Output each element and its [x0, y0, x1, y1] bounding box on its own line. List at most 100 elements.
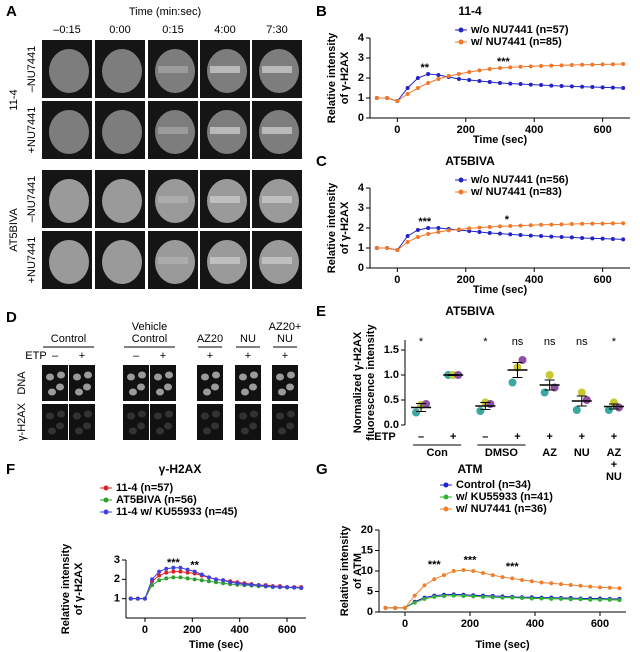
data-point — [549, 581, 554, 586]
y-tick-label: 1.5 — [384, 344, 399, 356]
data-point — [568, 582, 573, 587]
data-point — [199, 572, 204, 577]
nucleus — [49, 110, 89, 154]
x-tick-label: 200 — [461, 618, 479, 630]
data-point — [510, 576, 515, 581]
nucleus — [164, 422, 172, 430]
data-point — [600, 85, 605, 90]
nucleus — [137, 383, 145, 391]
etp-sign: – — [133, 350, 140, 362]
data-point — [214, 577, 218, 582]
replicate-point — [545, 371, 554, 379]
data-point — [529, 579, 534, 584]
data-point — [171, 575, 176, 580]
data-point — [426, 226, 431, 230]
legend-label: w/o NU7441 (n=57) — [470, 24, 569, 36]
y-axis-label: Relative intensity — [326, 32, 338, 123]
nucleus — [278, 388, 286, 396]
data-point — [580, 236, 585, 240]
nucleus — [75, 427, 83, 435]
legend-marker — [103, 497, 109, 503]
data-point — [292, 585, 297, 590]
x-tick-label: 600 — [593, 124, 611, 136]
nucleus — [212, 371, 220, 379]
etp-label: ETP — [25, 350, 46, 362]
nucleus — [49, 179, 89, 223]
data-point — [518, 64, 523, 69]
nucleus — [250, 410, 258, 418]
panel-label: B — [316, 3, 327, 20]
data-point — [590, 221, 595, 226]
data-point — [539, 64, 544, 68]
data-point — [432, 577, 437, 582]
etp-sign: – — [52, 350, 59, 362]
nucleus — [84, 371, 92, 379]
data-point — [415, 235, 420, 239]
nucleus — [156, 388, 164, 396]
data-point — [471, 569, 476, 573]
legend-label: 11-4 w/ KU55933 (n=45) — [116, 506, 238, 518]
data-point — [395, 99, 400, 103]
x-tick-label: 0 — [394, 124, 400, 136]
legend-marker — [443, 482, 449, 488]
data-point — [185, 570, 190, 575]
replicate-point — [486, 400, 495, 408]
nucleus — [250, 371, 258, 379]
y-tick-label: 0.5 — [384, 394, 399, 406]
nucleus — [239, 373, 247, 381]
nucleus — [102, 49, 142, 93]
nucleus — [84, 410, 92, 418]
nucleus — [137, 422, 145, 430]
legend-label: w/ KU55933 (n=41) — [455, 491, 553, 503]
data-point — [490, 595, 495, 600]
data-point — [477, 79, 482, 83]
data-point — [385, 96, 390, 100]
micrograph — [123, 365, 149, 401]
micrograph — [42, 404, 68, 440]
data-point — [590, 62, 595, 67]
group-label: NU — [573, 447, 590, 459]
nucleus — [212, 410, 220, 418]
data-point — [580, 221, 585, 226]
nucleus — [102, 110, 142, 154]
significance: *** — [506, 561, 520, 573]
treatment-label: +NU7441 — [26, 107, 38, 154]
nucleus — [102, 240, 142, 284]
nucleus — [127, 412, 135, 420]
data-point — [426, 81, 431, 85]
y-tick-label: 0 — [358, 112, 364, 124]
time-label: 0:00 — [109, 24, 130, 36]
data-point — [405, 234, 410, 238]
nucleus — [249, 422, 257, 430]
data-point — [610, 221, 615, 226]
x-tick-label: 600 — [591, 618, 609, 630]
treatment-label: +NU7441 — [26, 237, 38, 284]
data-point — [461, 568, 466, 573]
data-point — [559, 596, 563, 601]
legend-label: w/o NU7441 (n=56) — [470, 174, 569, 186]
data-point — [549, 222, 554, 227]
time-label: 4:00 — [214, 24, 235, 36]
significance: ** — [420, 62, 429, 74]
data-point — [185, 567, 190, 572]
data-point — [549, 83, 554, 88]
chart-title: ATM — [457, 462, 482, 476]
data-point — [277, 585, 282, 590]
irradiation-stripe — [262, 127, 292, 134]
column-header: AZ20 — [196, 333, 224, 345]
y-tick-label: 0.0 — [384, 419, 399, 431]
y-tick-label: 0 — [367, 606, 373, 618]
panel-label: A — [6, 3, 17, 20]
data-point — [559, 84, 564, 88]
data-point — [415, 228, 420, 232]
nucleus — [155, 240, 195, 284]
nucleus — [154, 412, 162, 420]
significance: * — [505, 214, 510, 226]
data-point — [422, 583, 427, 588]
data-point — [178, 565, 183, 570]
micrograph — [197, 404, 223, 440]
y-tick-label: 1 — [358, 242, 364, 254]
panel-label: F — [6, 461, 15, 478]
x-tick-label: 400 — [231, 624, 249, 636]
